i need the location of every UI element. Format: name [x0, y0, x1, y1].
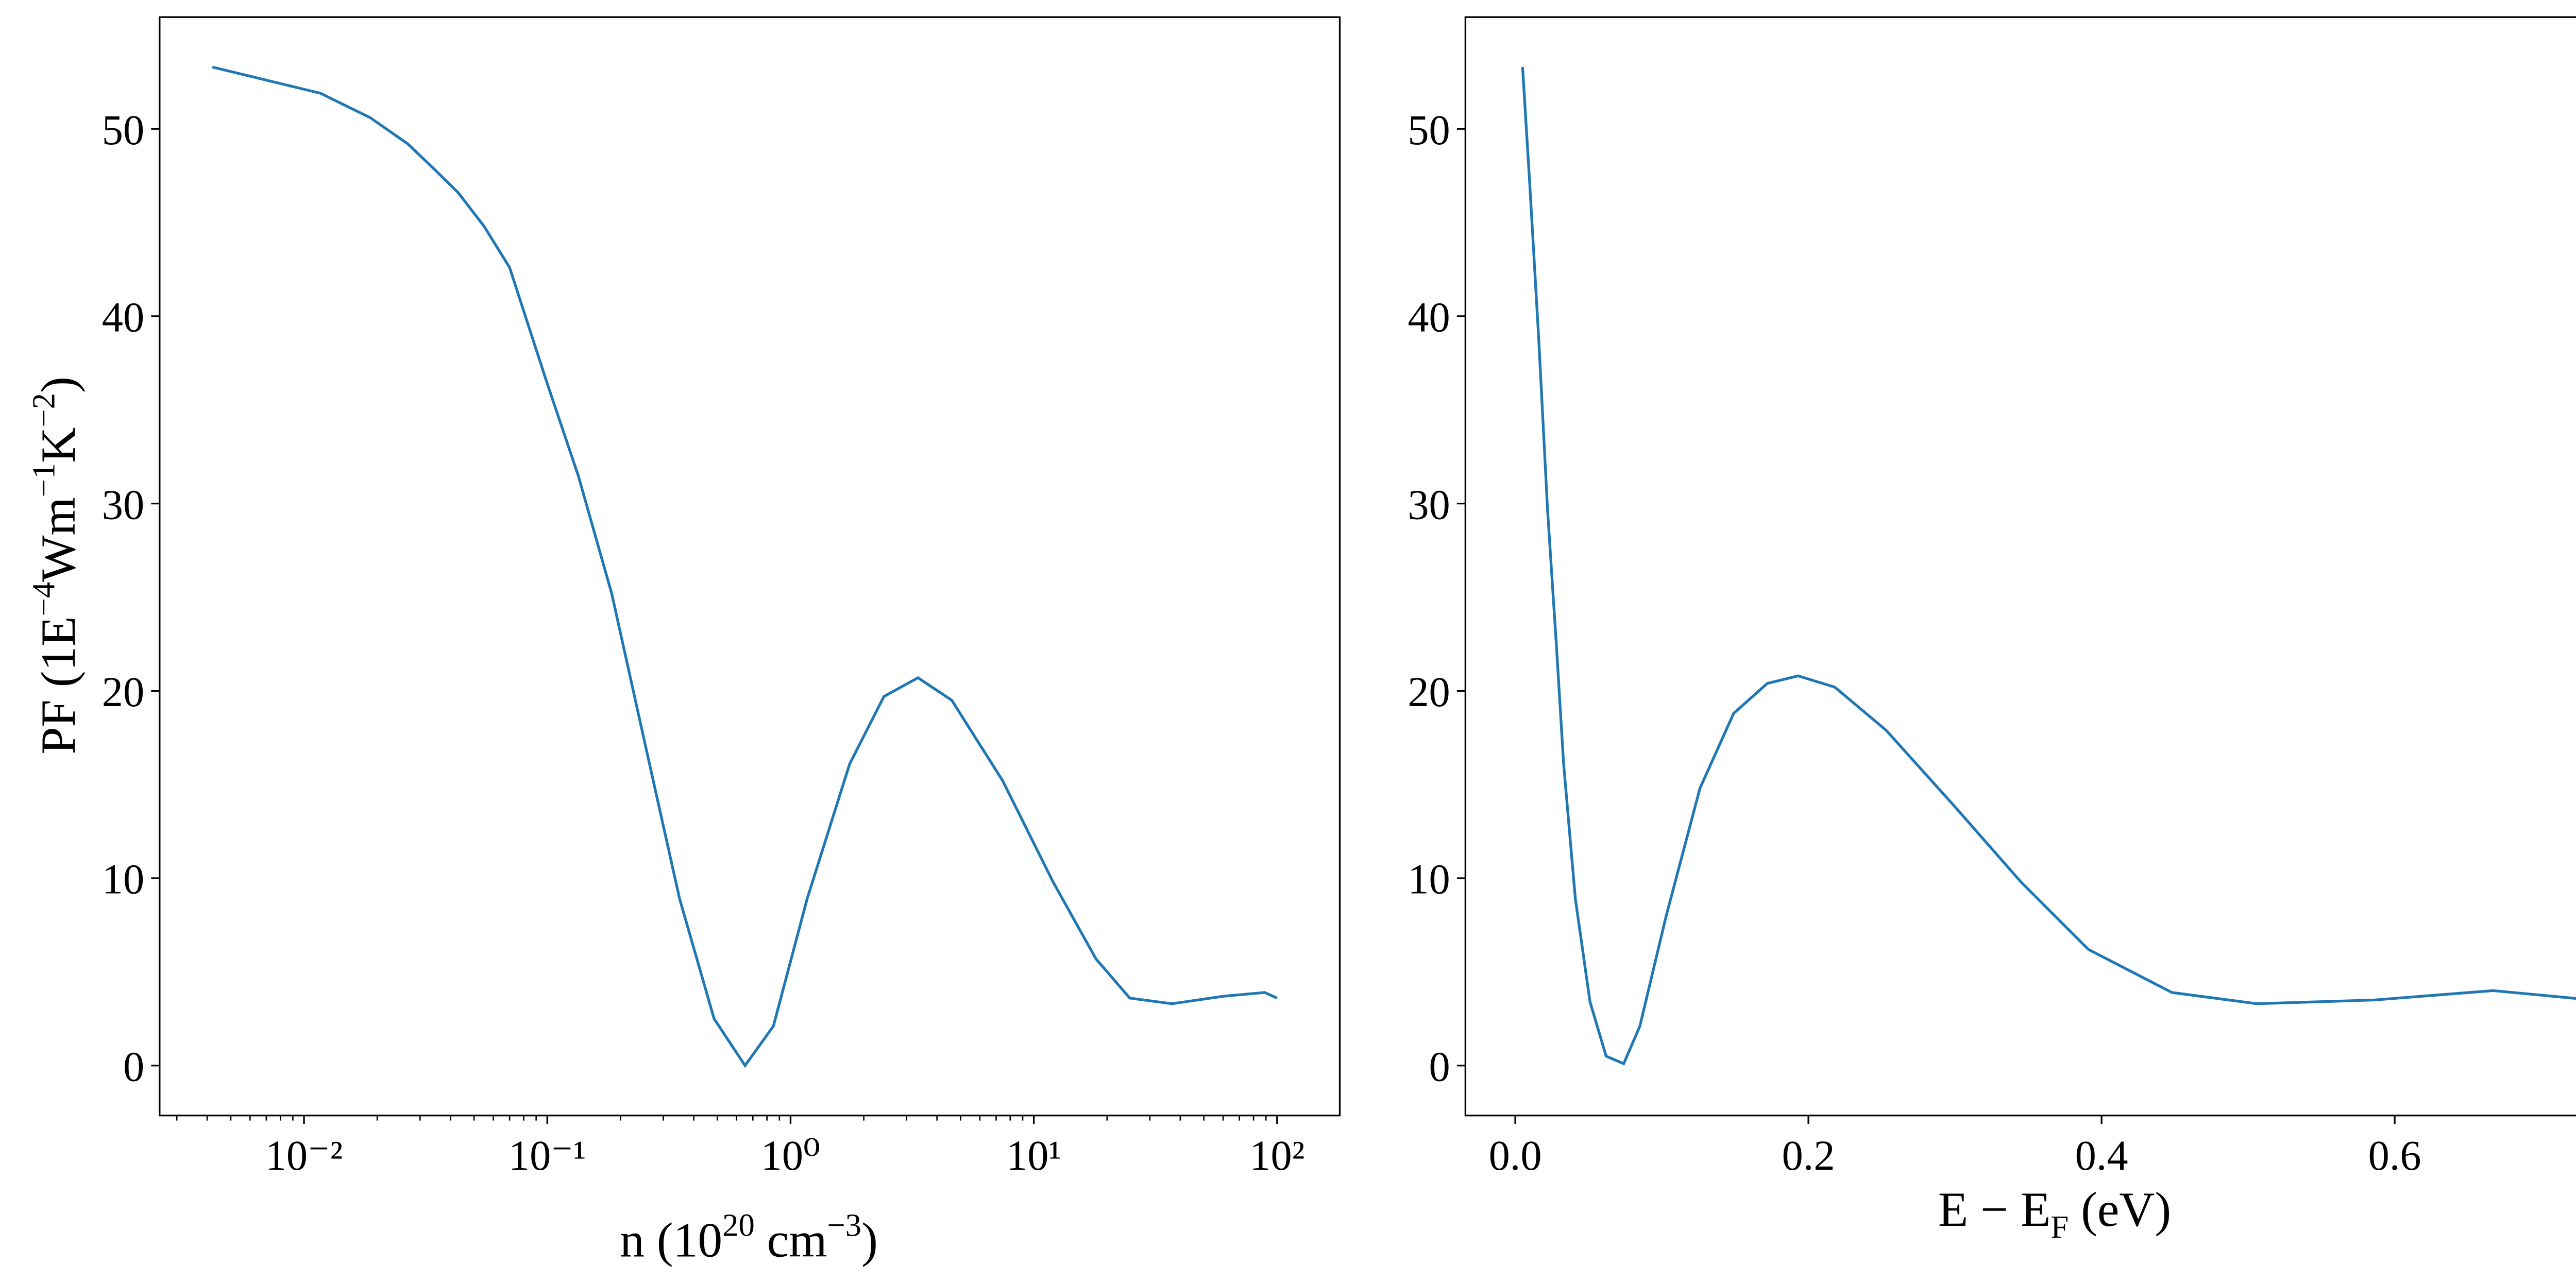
label-part: (eV)	[2069, 1182, 2171, 1237]
label-sup: −1	[25, 463, 61, 498]
label-part: )	[861, 1212, 878, 1267]
x-tick-label: 10⁻²	[265, 1132, 343, 1179]
label-sub: F	[2050, 1209, 2069, 1245]
label-part: n (10	[620, 1212, 722, 1267]
y-tick-label: 20	[1408, 669, 1450, 715]
y-tick-label: 40	[1408, 294, 1450, 341]
label-part: PF (1E	[31, 616, 86, 754]
y-tick-label: 10	[1408, 856, 1450, 903]
x-tick-label: 10⁰	[761, 1132, 820, 1179]
label-sup: −2	[25, 393, 61, 428]
label-part: Wm	[31, 497, 86, 582]
x-tick-label: 0.2	[1782, 1132, 1835, 1179]
label-part: E − E	[1938, 1182, 2050, 1237]
y-tick-label: 40	[102, 294, 144, 341]
y-tick-label: 20	[102, 669, 144, 715]
y-tick-label: 30	[102, 481, 144, 528]
label-part: )	[31, 377, 86, 393]
axes-frame	[159, 16, 1341, 1117]
y-tick-label: 50	[102, 107, 144, 153]
y-tick-label: 10	[102, 856, 144, 903]
y-tick-label: 0	[1429, 1043, 1450, 1090]
y-tick-label: 30	[1408, 481, 1450, 528]
label-sup: −4	[25, 582, 61, 617]
x-axis-label: n (1020 cm−3)	[620, 1207, 878, 1268]
x-tick-label: 10¹	[1006, 1132, 1061, 1179]
axes-frame	[1464, 16, 2576, 1117]
y-axis-label: PF (1E−4Wm−1K−2)	[25, 377, 86, 755]
y-tick-label: 50	[1408, 107, 1450, 153]
x-axis-label: E − EF (eV)	[1938, 1182, 2171, 1245]
label-part: K	[31, 428, 86, 463]
x-tick-label: 10⁻¹	[509, 1132, 586, 1179]
x-tick-label: 0.0	[1489, 1132, 1542, 1179]
x-tick-label: 10²	[1249, 1132, 1304, 1179]
label-sup: −3	[827, 1207, 861, 1243]
data-line	[1521, 67, 2576, 1066]
y-tick-label: 0	[123, 1043, 144, 1090]
label-sup: 20	[722, 1207, 755, 1243]
x-tick-label: 0.4	[2075, 1132, 2128, 1179]
x-tick-label: 0.6	[2368, 1132, 2421, 1179]
label-part: cm	[755, 1212, 827, 1267]
data-line	[212, 65, 1278, 1068]
